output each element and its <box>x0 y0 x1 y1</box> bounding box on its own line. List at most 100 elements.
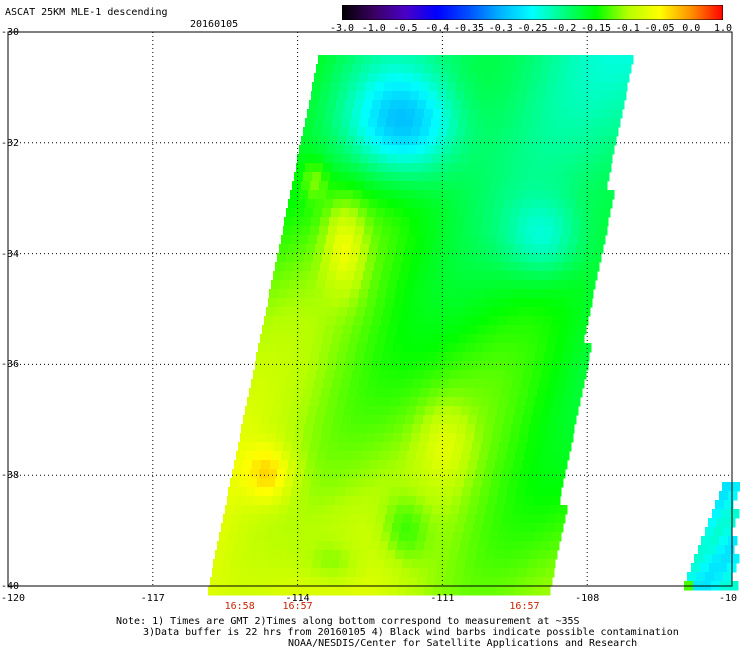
wind-cell <box>534 271 544 281</box>
wind-cell <box>384 82 394 92</box>
wind-cell <box>253 541 263 551</box>
wind-cell <box>347 478 357 488</box>
wind-cell <box>397 109 407 119</box>
wind-cell <box>490 226 500 236</box>
wind-cell <box>296 334 306 344</box>
wind-cell <box>547 469 557 479</box>
wind-cell <box>512 550 522 560</box>
wind-cell <box>491 523 501 533</box>
wind-cell <box>525 361 535 371</box>
wind-cell <box>617 91 627 101</box>
wind-cell <box>717 518 727 528</box>
wind-cell <box>555 127 565 137</box>
wind-cell <box>356 217 366 227</box>
wind-cell <box>388 586 398 596</box>
wind-cell <box>372 361 382 371</box>
wind-cell <box>480 316 490 326</box>
wind-cell <box>563 91 573 101</box>
wind-cell <box>559 64 569 74</box>
wind-cell <box>466 424 476 434</box>
wind-cell <box>544 181 554 191</box>
wind-cell <box>401 262 411 272</box>
wind-cell <box>302 523 312 533</box>
wind-cell <box>536 91 546 101</box>
wind-cell <box>560 451 570 461</box>
wind-cell <box>327 361 337 371</box>
wind-cell <box>387 460 397 470</box>
wind-cell <box>279 505 289 515</box>
wind-cell <box>354 361 364 371</box>
wind-cell <box>310 181 320 191</box>
wind-cell <box>428 307 438 317</box>
wind-cell <box>464 568 474 578</box>
wind-cell <box>385 253 395 263</box>
wind-cell <box>492 82 502 92</box>
wind-cell <box>314 118 324 128</box>
wind-cell <box>577 64 587 74</box>
wind-cell <box>346 181 356 191</box>
wind-cell <box>488 451 498 461</box>
wind-cell <box>407 145 417 155</box>
wind-cell <box>423 244 433 254</box>
wind-cell <box>304 298 314 308</box>
wind-cell <box>372 55 382 65</box>
wind-cell <box>494 289 504 299</box>
wind-cell <box>390 361 400 371</box>
wind-cell <box>566 73 576 83</box>
wind-cell <box>382 442 392 452</box>
wind-cell <box>307 280 317 290</box>
wind-cell <box>487 325 497 335</box>
wind-cell <box>354 487 364 497</box>
wind-cell <box>430 253 440 263</box>
wind-cell <box>367 469 377 479</box>
wind-cell <box>444 55 454 65</box>
wind-cell <box>280 325 290 335</box>
wind-cell <box>346 442 356 452</box>
wind-cell <box>506 496 516 506</box>
wind-cell <box>479 145 489 155</box>
wind-cell <box>420 388 430 398</box>
wind-cell <box>571 397 581 407</box>
wind-cell <box>380 496 390 506</box>
wind-cell <box>331 208 341 218</box>
wind-cell <box>453 487 463 497</box>
wind-cell <box>503 163 513 173</box>
wind-cell <box>328 397 338 407</box>
wind-cell <box>374 568 384 578</box>
wind-cell <box>430 514 440 524</box>
wind-cell <box>290 235 300 245</box>
wind-cell <box>477 415 487 425</box>
wind-cell <box>462 532 472 542</box>
wind-cell <box>372 271 382 281</box>
wind-cell <box>583 298 593 308</box>
wind-cell <box>494 73 504 83</box>
wind-cell <box>461 406 471 416</box>
wind-cell <box>363 316 373 326</box>
wind-cell <box>255 532 265 542</box>
wind-cell <box>434 145 444 155</box>
wind-cell <box>404 550 414 560</box>
wind-cell <box>304 469 314 479</box>
wind-cell <box>342 244 352 254</box>
wind-cell <box>402 388 412 398</box>
wind-cell <box>473 91 483 101</box>
wind-cell <box>449 118 459 128</box>
wind-cell <box>390 577 400 587</box>
wind-cell <box>435 55 445 65</box>
wind-cell <box>445 397 455 407</box>
wind-cell <box>510 172 520 182</box>
wind-cell <box>395 118 405 128</box>
wind-cell <box>312 388 322 398</box>
wind-cell <box>573 82 583 92</box>
wind-cell <box>413 163 423 173</box>
wind-cell <box>413 379 423 389</box>
wind-cell <box>520 298 530 308</box>
wind-cell <box>548 334 558 344</box>
wind-cell <box>545 568 555 578</box>
wind-cell <box>513 460 523 470</box>
wind-cell <box>230 523 240 533</box>
wind-cell <box>505 541 515 551</box>
wind-cell <box>402 127 412 137</box>
wind-cell <box>341 334 351 344</box>
wind-cell <box>444 577 454 587</box>
